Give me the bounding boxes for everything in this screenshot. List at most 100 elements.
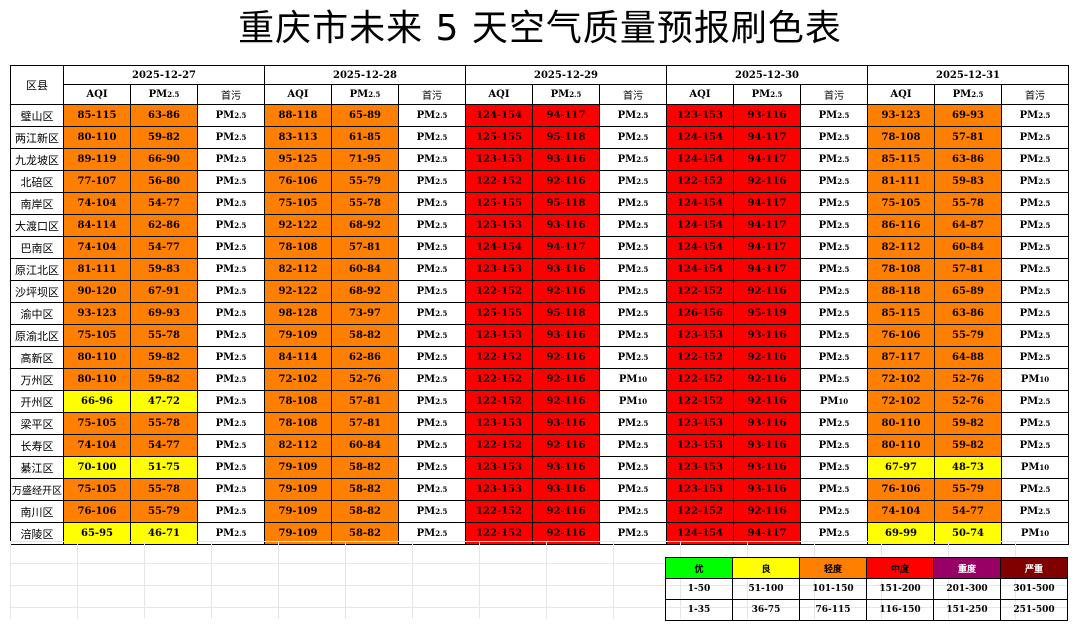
pm25-cell: 93-116 [532, 412, 600, 435]
pm25-header: PM2.5 [532, 84, 600, 105]
pm25-cell: 94-117 [532, 236, 600, 259]
pm25-cell: 58-82 [331, 456, 399, 479]
primary-pollutant-cell: PM10 [1001, 456, 1069, 479]
pm25-cell: 92-116 [733, 390, 801, 413]
pm25-cell: 56-80 [130, 170, 198, 193]
district-name: 长寿区 [10, 434, 64, 457]
aqi-cell: 80-110 [63, 346, 131, 369]
primary-pollutant-cell: PM2.5 [599, 478, 667, 501]
aqi-cell: 122-152 [666, 170, 734, 193]
primary-pollutant-cell: PM2.5 [800, 346, 868, 369]
primary-pollutant-cell: PM2.5 [599, 302, 667, 325]
aqi-cell: 76-106 [264, 170, 332, 193]
pm25-cell: 94-117 [733, 214, 801, 237]
date-header: 2025-12-27 [63, 65, 265, 85]
pm25-cell: 59-83 [130, 258, 198, 281]
pm25-cell: 51-75 [130, 456, 198, 479]
primary-pollutant-header: 首污 [800, 84, 868, 105]
primary-pollutant-cell: PM2.5 [599, 456, 667, 479]
primary-pollutant-cell: PM2.5 [197, 104, 265, 127]
district-name: 南川区 [10, 500, 64, 523]
aqi-cell: 81-111 [63, 258, 131, 281]
pm25-cell: 93-116 [532, 258, 600, 281]
table-row: 高新区 80-110 59-82 PM2.5 84-114 62-86 PM2.5 122-1… [10, 346, 1069, 369]
pm25-cell: 52-76 [934, 390, 1002, 413]
pm25-cell: 65-89 [331, 104, 399, 127]
aqi-cell: 74-104 [867, 500, 935, 523]
primary-pollutant-cell: PM2.5 [800, 302, 868, 325]
legend-aqi-range: 101-150 [799, 578, 867, 600]
primary-pollutant-cell: PM2.5 [1001, 104, 1069, 127]
pm25-cell: 93-116 [733, 104, 801, 127]
pm25-cell: 92-116 [733, 170, 801, 193]
pm25-cell: 60-84 [331, 434, 399, 457]
aqi-cell: 124-154 [666, 148, 734, 171]
pm25-cell: 93-116 [733, 434, 801, 457]
pm25-cell: 58-82 [331, 522, 399, 545]
pm25-cell: 95-118 [532, 302, 600, 325]
primary-pollutant-cell: PM2.5 [800, 148, 868, 171]
pm25-cell: 92-116 [532, 390, 600, 413]
aqi-cell: 122-152 [666, 280, 734, 303]
table-row: 璧山区 85-115 63-86 PM2.5 88-118 65-89 PM2.5 124-1… [10, 104, 1069, 127]
table-row: 巴南区 74-104 54-77 PM2.5 78-108 57-81 PM2.5 124-1… [10, 236, 1069, 259]
aqi-cell: 78-108 [264, 412, 332, 435]
table-row: 长寿区 74-104 54-77 PM2.5 82-112 60-84 PM2.5 122-1… [10, 434, 1069, 457]
aqi-cell: 78-108 [867, 258, 935, 281]
page-title: 重庆市未来 5 天空气质量预报刷色表 [238, 8, 842, 49]
aqi-header: AQI [264, 84, 332, 105]
pm25-header: PM2.5 [934, 84, 1002, 105]
primary-pollutant-cell: PM2.5 [1001, 236, 1069, 259]
pm25-cell: 95-119 [733, 302, 801, 325]
aqi-cell: 90-120 [63, 280, 131, 303]
legend-level-label: 中度 [866, 557, 934, 579]
primary-pollutant-cell: PM2.5 [1001, 258, 1069, 281]
primary-pollutant-cell: PM2.5 [197, 192, 265, 215]
aqi-header: AQI [63, 84, 131, 105]
primary-pollutant-cell: PM2.5 [599, 280, 667, 303]
pm25-cell: 60-84 [934, 236, 1002, 259]
aqi-cell: 122-152 [465, 368, 533, 391]
aqi-cell: 77-107 [63, 170, 131, 193]
legend-level-label: 严重 [1000, 557, 1068, 579]
primary-pollutant-cell: PM2.5 [800, 170, 868, 193]
primary-pollutant-cell: PM2.5 [1001, 126, 1069, 149]
legend-table: 优良轻度 中度 重度 严重 1-50 51-100 101-150 151-200 201-3… [665, 557, 1068, 621]
legend-pm25-range: 76-115 [799, 599, 867, 621]
pm25-cell: 69-93 [934, 104, 1002, 127]
legend-aqi-range: 1-50 [665, 578, 733, 600]
aqi-cell: 76-106 [63, 500, 131, 523]
legend-aqi-range: 51-100 [732, 578, 800, 600]
primary-pollutant-cell: PM2.5 [197, 258, 265, 281]
pm25-cell: 47-72 [130, 390, 198, 413]
pm25-cell: 57-81 [331, 412, 399, 435]
primary-pollutant-cell: PM2.5 [599, 324, 667, 347]
district-name: 原渝北区 [10, 324, 64, 347]
pm25-cell: 55-79 [934, 478, 1002, 501]
pm25-cell: 54-77 [130, 434, 198, 457]
primary-pollutant-cell: PM2.5 [398, 170, 466, 193]
pm25-cell: 95-118 [532, 192, 600, 215]
pm25-cell: 92-116 [532, 434, 600, 457]
aqi-cell: 79-109 [264, 522, 332, 545]
date-header: 2025-12-30 [666, 65, 868, 85]
district-name: 大渡口区 [10, 214, 64, 237]
primary-pollutant-cell: PM2.5 [1001, 500, 1069, 523]
pm25-cell: 57-81 [934, 126, 1002, 149]
aqi-cell: 122-152 [666, 346, 734, 369]
primary-pollutant-cell: PM2.5 [398, 500, 466, 523]
district-name: 万州区 [10, 368, 64, 391]
aqi-header: AQI [465, 84, 533, 105]
primary-pollutant-cell: PM2.5 [800, 126, 868, 149]
aqi-cell: 123-153 [666, 478, 734, 501]
primary-pollutant-cell: PM10 [599, 368, 667, 391]
aqi-cell: 66-96 [63, 390, 131, 413]
aqi-cell: 122-152 [465, 522, 533, 545]
pm25-cell: 93-116 [733, 412, 801, 435]
table-row: 万盛经开区 75-105 55-78 PM2.5 79-109 58-82 PM2.5 123… [10, 478, 1069, 501]
pm25-cell: 48-73 [934, 456, 1002, 479]
pm25-cell: 92-116 [532, 522, 600, 545]
primary-pollutant-header: 首污 [197, 84, 265, 105]
aqi-cell: 79-109 [264, 324, 332, 347]
district-name: 万盛经开区 [10, 478, 64, 501]
